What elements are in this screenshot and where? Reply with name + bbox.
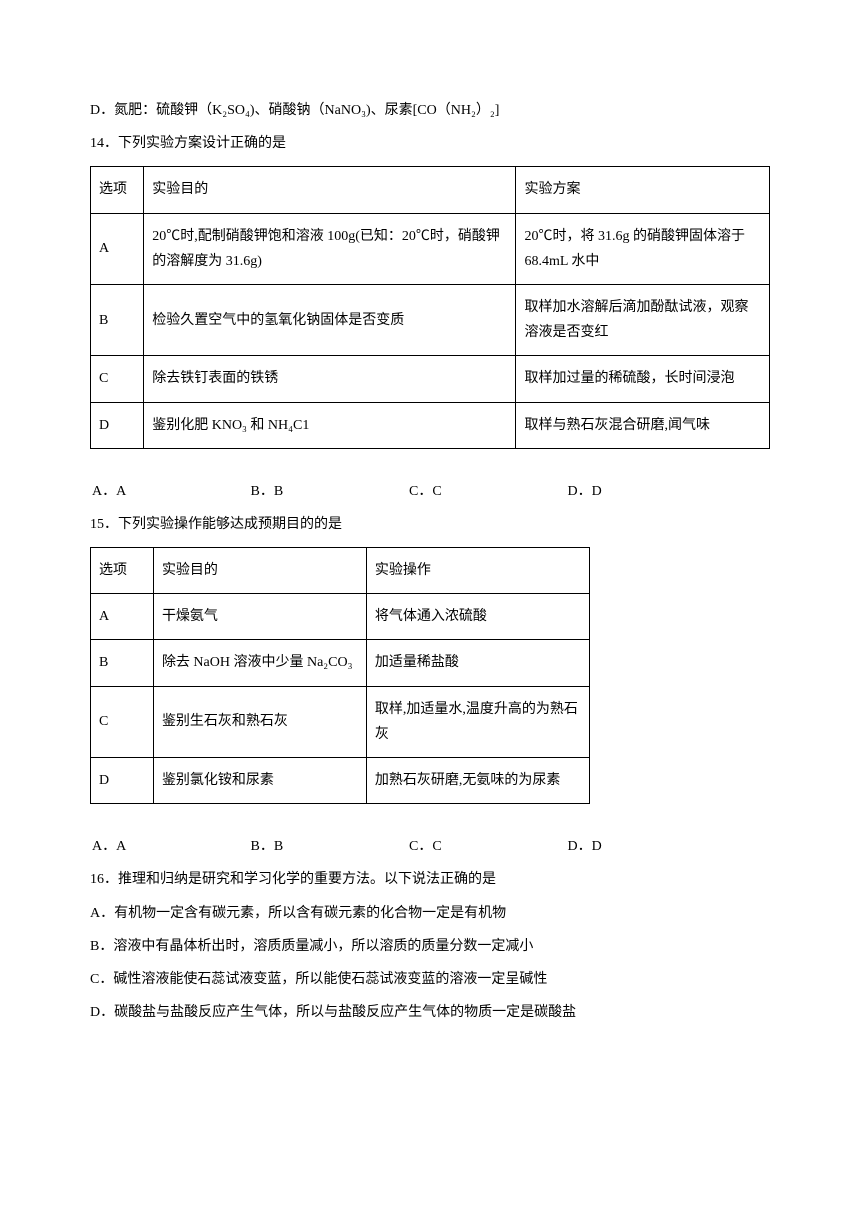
header-cell: 实验目的 <box>144 167 516 213</box>
q16-option-d: D．碳酸盐与盐酸反应产生气体，所以与盐酸反应产生气体的物质一定是碳酸盐 <box>90 1000 770 1025</box>
cell: A <box>91 594 154 640</box>
cell: 除去铁钉表面的铁锈 <box>144 356 516 402</box>
cell: 鉴别氯化铵和尿素 <box>153 758 366 804</box>
table-header-row: 选项 实验目的 实验方案 <box>91 167 770 213</box>
cell: B <box>91 284 144 355</box>
option-c: C．C <box>409 834 564 859</box>
q16-option-b: B．溶液中有晶体析出时，溶质质量减小，所以溶质的质量分数一定减小 <box>90 934 770 959</box>
option-c: C．C <box>409 479 564 504</box>
header-cell: 实验方案 <box>516 167 770 213</box>
option-d-line: D．氮肥：硫酸钾（K₂SO₄)、硝酸钠（NaNO₃)、尿素[CO（NH₂）₂] <box>90 98 770 123</box>
table-row: A 20℃时,配制硝酸钾饱和溶液 100g(已知：20℃时，硝酸钾的溶解度为 3… <box>91 213 770 284</box>
q14-stem: 14．下列实验方案设计正确的是 <box>90 131 770 156</box>
table-row: B 除去 NaOH 溶液中少量 Na₂CO₃ 加适量稀盐酸 <box>91 640 590 686</box>
cell: 将气体通入浓硫酸 <box>366 594 589 640</box>
cell: 除去 NaOH 溶液中少量 Na₂CO₃ <box>153 640 366 686</box>
cell: C <box>91 686 154 757</box>
cell: 加适量稀盐酸 <box>366 640 589 686</box>
option-b: B．B <box>251 479 406 504</box>
option-d: D．D <box>568 834 668 859</box>
cell: 20℃时，将 31.6g 的硝酸钾固体溶于68.4mL 水中 <box>516 213 770 284</box>
q15-table: 选项 实验目的 实验操作 A 干燥氨气 将气体通入浓硫酸 B 除去 NaOH 溶… <box>90 547 590 804</box>
table-row: A 干燥氨气 将气体通入浓硫酸 <box>91 594 590 640</box>
q15-stem: 15．下列实验操作能够达成预期目的的是 <box>90 512 770 537</box>
option-a: A．A <box>92 834 247 859</box>
cell: B <box>91 640 154 686</box>
header-cell: 实验操作 <box>366 548 589 594</box>
q16-option-a: A．有机物一定含有碳元素，所以含有碳元素的化合物一定是有机物 <box>90 901 770 926</box>
table-row: D 鉴别氯化铵和尿素 加熟石灰研磨,无氨味的为尿素 <box>91 758 590 804</box>
cell: 取样加过量的稀硫酸，长时间浸泡 <box>516 356 770 402</box>
cell: 检验久置空气中的氢氧化钠固体是否变质 <box>144 284 516 355</box>
cell: 取样加水溶解后滴加酚酞试液，观察溶液是否变红 <box>516 284 770 355</box>
cell: 干燥氨气 <box>153 594 366 640</box>
table-row: C 鉴别生石灰和熟石灰 取样,加适量水,温度升高的为熟石灰 <box>91 686 590 757</box>
cell: D <box>91 402 144 448</box>
header-cell: 实验目的 <box>153 548 366 594</box>
q15-options: A．A B．B C．C D．D <box>90 834 770 859</box>
table-row: B 检验久置空气中的氢氧化钠固体是否变质 取样加水溶解后滴加酚酞试液，观察溶液是… <box>91 284 770 355</box>
q16-stem: 16．推理和归纳是研究和学习化学的重要方法。以下说法正确的是 <box>90 867 770 892</box>
option-a: A．A <box>92 479 247 504</box>
cell: D <box>91 758 154 804</box>
cell: 取样与熟石灰混合研磨,闻气味 <box>516 402 770 448</box>
cell: 鉴别生石灰和熟石灰 <box>153 686 366 757</box>
q16-option-c: C．碱性溶液能使石蕊试液变蓝，所以能使石蕊试液变蓝的溶液一定呈碱性 <box>90 967 770 992</box>
header-cell: 选项 <box>91 167 144 213</box>
table-row: C 除去铁钉表面的铁锈 取样加过量的稀硫酸，长时间浸泡 <box>91 356 770 402</box>
table-header-row: 选项 实验目的 实验操作 <box>91 548 590 594</box>
cell: 鉴别化肥 KNO₃ 和 NH₄C1 <box>144 402 516 448</box>
cell: C <box>91 356 144 402</box>
header-cell: 选项 <box>91 548 154 594</box>
q14-options: A．A B．B C．C D．D <box>90 479 770 504</box>
cell: 20℃时,配制硝酸钾饱和溶液 100g(已知：20℃时，硝酸钾的溶解度为 31.… <box>144 213 516 284</box>
cell: A <box>91 213 144 284</box>
cell: 加熟石灰研磨,无氨味的为尿素 <box>366 758 589 804</box>
table-row: D 鉴别化肥 KNO₃ 和 NH₄C1 取样与熟石灰混合研磨,闻气味 <box>91 402 770 448</box>
option-d: D．D <box>568 479 668 504</box>
option-b: B．B <box>251 834 406 859</box>
cell: 取样,加适量水,温度升高的为熟石灰 <box>366 686 589 757</box>
q14-table: 选项 实验目的 实验方案 A 20℃时,配制硝酸钾饱和溶液 100g(已知：20… <box>90 166 770 448</box>
